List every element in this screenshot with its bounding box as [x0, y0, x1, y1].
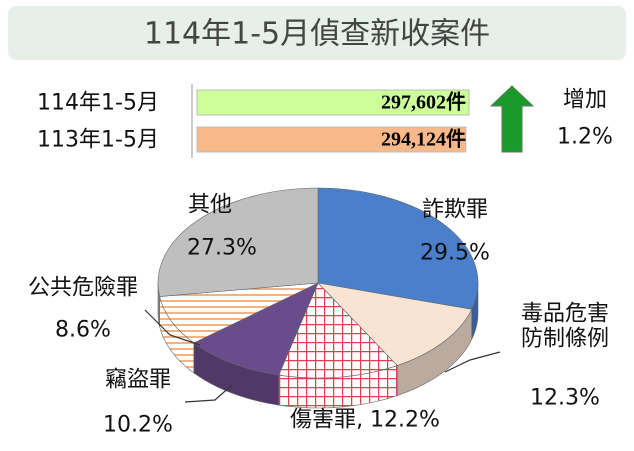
value-label: 29.5% — [420, 240, 490, 266]
category-label: 毒品危害防制條例 — [520, 301, 609, 352]
title-banner — [8, 6, 626, 60]
annotation: 1.2% — [557, 124, 613, 150]
value-label: 294,124件 — [381, 127, 466, 151]
value-label: 10.2% — [103, 412, 173, 438]
value-label: 8.6% — [55, 317, 111, 343]
value-label: 12.3% — [530, 385, 600, 411]
bar — [196, 126, 467, 153]
pie-slice — [157, 187, 319, 297]
slice-label: 傷害罪, 12.2% — [290, 407, 440, 432]
title: 114年1-5月偵查新收案件 — [144, 17, 490, 52]
bar — [196, 89, 470, 116]
pie-slice — [317, 187, 479, 310]
category-label: 113年1-5月 — [37, 127, 159, 153]
value-label: 297,602件 — [381, 90, 466, 114]
category-label: 114年1-5月 — [37, 90, 159, 116]
pie-slice — [278, 282, 398, 379]
value-label: 27.3% — [187, 235, 257, 261]
up-arrow — [489, 85, 535, 153]
category-label: 詐欺罪 — [421, 197, 489, 223]
category-label: 傷害罪 — [290, 407, 357, 433]
leader-line — [444, 351, 501, 373]
pie-slice — [193, 282, 319, 376]
leader-line — [144, 309, 201, 346]
category-label: 公共危險罪 — [27, 275, 139, 301]
leader-line — [184, 384, 233, 403]
annotation: 增加 — [562, 87, 608, 113]
pie-slice — [317, 282, 473, 366]
category-label: 竊盜罪 — [104, 367, 172, 393]
category-label: 其他 — [187, 192, 233, 218]
value-label: , 12.2% — [356, 407, 440, 433]
